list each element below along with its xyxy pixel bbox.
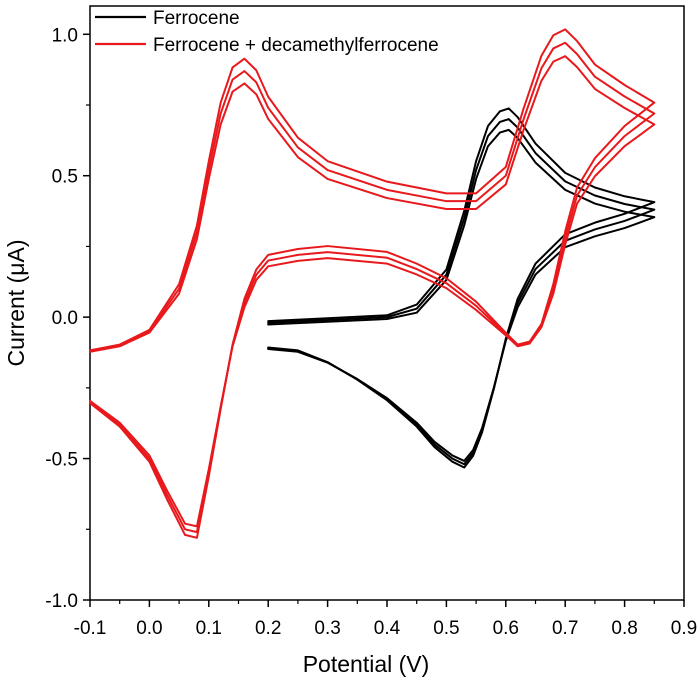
x-tick-label: 0.6 (493, 618, 519, 639)
x-tick-label: 0.9 (671, 618, 697, 639)
series-1-cycle-3-line (267, 107, 656, 469)
y-tick-label: 0.5 (52, 167, 78, 188)
series-1-cycle-2-line (267, 118, 656, 466)
y-tick-label: -1.0 (45, 591, 78, 612)
x-tick-label: 0.7 (552, 618, 578, 639)
x-tick-label: 0.1 (196, 618, 222, 639)
x-tick-label: 0.3 (314, 618, 340, 639)
legend: Ferrocene Ferrocene + decamethylferrocene (95, 8, 439, 56)
series-2-cycle-3-line (89, 28, 656, 539)
x-tick-label: 0.2 (255, 618, 281, 639)
x-axis-title: Potential (V) (303, 651, 430, 677)
y-tick-label: 0.0 (52, 308, 78, 329)
x-tick-label: 0.0 (136, 618, 162, 639)
legend-label-1: Ferrocene (153, 8, 240, 29)
x-tick-label: -0.1 (74, 618, 107, 639)
series-layer (89, 28, 656, 539)
y-tick-label: 1.0 (52, 25, 78, 46)
x-tick-label: 0.4 (374, 618, 401, 639)
series-2-cycle-2-line (89, 41, 656, 534)
x-tick-label: 0.8 (611, 618, 637, 639)
y-axis-title: Current (μA) (3, 240, 29, 367)
axis-layer: -0.1 0.0 0.1 0.2 0.3 0.4 0.5 0.6 0.7 0.8 0.9 -1.0 -0… (45, 25, 697, 639)
y-tick-label: -0.5 (45, 450, 78, 471)
legend-label-2: Ferrocene + decamethylferrocene (153, 35, 439, 56)
x-tick-label: 0.5 (433, 618, 459, 639)
